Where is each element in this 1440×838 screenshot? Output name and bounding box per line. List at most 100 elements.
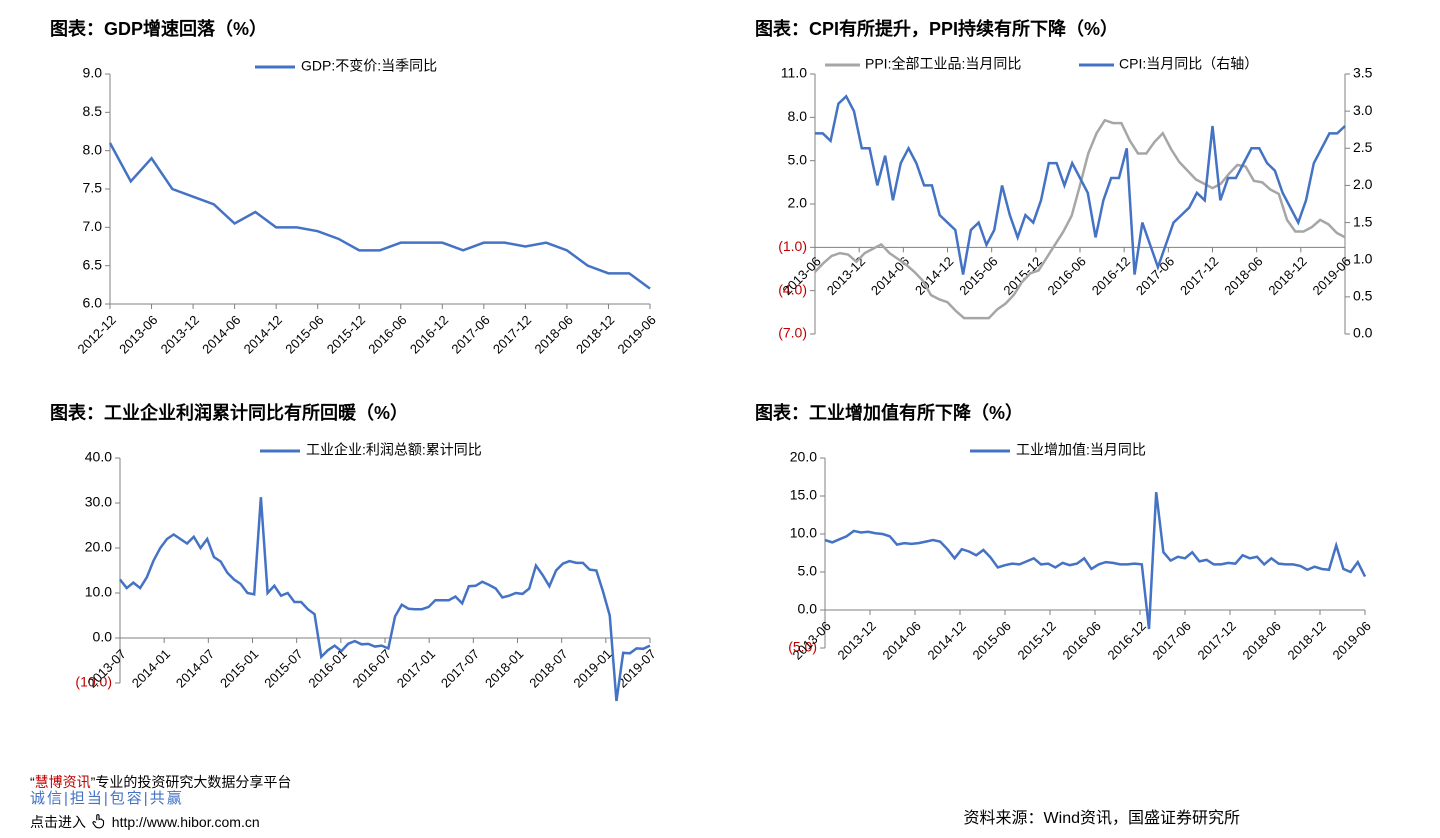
svg-text:2018-06: 2018-06 bbox=[531, 312, 575, 356]
svg-text:2016-12: 2016-12 bbox=[1089, 254, 1133, 298]
svg-text:15.0: 15.0 bbox=[790, 487, 817, 503]
svg-text:40.0: 40.0 bbox=[85, 449, 112, 465]
svg-text:2016-07: 2016-07 bbox=[350, 646, 394, 690]
svg-text:7.0: 7.0 bbox=[83, 218, 103, 234]
svg-text:10.0: 10.0 bbox=[790, 525, 817, 541]
title-profit: 图表：工业企业利润累计同比有所回暖（%） bbox=[40, 399, 695, 425]
svg-text:30.0: 30.0 bbox=[85, 494, 112, 510]
title-cpi-ppi: 图表：CPI有所提升，PPI持续有所下降（%） bbox=[745, 15, 1400, 41]
svg-text:PPI:全部工业品:当月同比: PPI:全部工业品:当月同比 bbox=[865, 56, 1021, 72]
svg-text:8.0: 8.0 bbox=[83, 141, 103, 157]
svg-text:2015-06: 2015-06 bbox=[956, 254, 1000, 298]
svg-text:5.0: 5.0 bbox=[798, 563, 818, 579]
title-gdp: 图表：GDP增速回落（%） bbox=[40, 15, 695, 41]
svg-text:2015-12: 2015-12 bbox=[1000, 254, 1044, 298]
panel-cpi-ppi: 图表：CPI有所提升，PPI持续有所下降（%） (7.0)(4.0)(1.0)2… bbox=[745, 15, 1400, 379]
title-iva: 图表：工业增加值有所下降（%） bbox=[745, 399, 1400, 425]
chart-profit: (10.0)0.010.020.030.040.02013-072014-012… bbox=[40, 433, 695, 763]
svg-text:10.0: 10.0 bbox=[85, 584, 112, 600]
svg-text:3.0: 3.0 bbox=[1353, 102, 1373, 118]
svg-text:6.0: 6.0 bbox=[83, 295, 103, 311]
panel-gdp: 图表：GDP增速回落（%） 6.0 6.5 7.0 7.5 8.0 8.5 9.0 2012-… bbox=[40, 15, 695, 379]
svg-text:2016-06: 2016-06 bbox=[365, 312, 409, 356]
svg-text:工业企业:利润总额:累计同比: 工业企业:利润总额:累计同比 bbox=[306, 442, 482, 458]
svg-text:9.0: 9.0 bbox=[83, 65, 103, 81]
svg-text:2016-06: 2016-06 bbox=[1060, 618, 1104, 662]
chart-cpi-ppi: (7.0)(4.0)(1.0)2.05.08.011.00.00.51.01.5… bbox=[745, 49, 1400, 379]
svg-text:2013-12: 2013-12 bbox=[158, 312, 202, 356]
svg-text:2019-06: 2019-06 bbox=[1330, 618, 1374, 662]
svg-text:2014-06: 2014-06 bbox=[880, 618, 924, 662]
footer-l1-red: 慧博资讯 bbox=[35, 774, 91, 790]
svg-text:2017-06: 2017-06 bbox=[448, 312, 492, 356]
svg-text:2017-06: 2017-06 bbox=[1150, 618, 1194, 662]
svg-text:2015-06: 2015-06 bbox=[970, 618, 1014, 662]
svg-text:20.0: 20.0 bbox=[790, 449, 817, 465]
svg-text:0.5: 0.5 bbox=[1353, 288, 1373, 304]
svg-text:2018-12: 2018-12 bbox=[573, 312, 617, 356]
svg-text:6.5: 6.5 bbox=[83, 256, 103, 272]
footer-l3-pre: 点击进入 bbox=[30, 814, 86, 830]
source-text: 资料来源：Wind资讯，国盛证券研究所 bbox=[964, 804, 1240, 828]
svg-text:2018-06: 2018-06 bbox=[1240, 618, 1284, 662]
svg-text:工业增加值:当月同比: 工业增加值:当月同比 bbox=[1016, 442, 1146, 458]
svg-text:2012-12: 2012-12 bbox=[75, 312, 119, 356]
svg-text:1.0: 1.0 bbox=[1353, 250, 1373, 266]
svg-text:2017-12: 2017-12 bbox=[1177, 254, 1221, 298]
svg-text:2018-12: 2018-12 bbox=[1285, 618, 1329, 662]
footer-l1-post: ”专业的投资研究大数据分享平台 bbox=[91, 774, 292, 790]
svg-text:7.5: 7.5 bbox=[83, 180, 103, 196]
svg-text:20.0: 20.0 bbox=[85, 539, 112, 555]
svg-text:8.5: 8.5 bbox=[83, 103, 103, 119]
svg-text:2014-07: 2014-07 bbox=[173, 646, 217, 690]
svg-text:2017-01: 2017-01 bbox=[394, 646, 438, 690]
svg-text:2016-01: 2016-01 bbox=[305, 646, 349, 690]
panel-iva: 图表：工业增加值有所下降（%） (5.0)0.05.010.015.020.02… bbox=[745, 399, 1400, 763]
chart-gdp: 6.0 6.5 7.0 7.5 8.0 8.5 9.0 2012-122013-062013-… bbox=[40, 49, 695, 379]
svg-text:2019-06: 2019-06 bbox=[615, 312, 659, 356]
svg-text:2016-12: 2016-12 bbox=[407, 312, 451, 356]
svg-text:2018-07: 2018-07 bbox=[526, 646, 570, 690]
svg-text:2019-06: 2019-06 bbox=[1310, 254, 1354, 298]
svg-text:2015-01: 2015-01 bbox=[217, 646, 261, 690]
svg-text:0.0: 0.0 bbox=[93, 629, 113, 645]
svg-text:0.0: 0.0 bbox=[798, 601, 818, 617]
svg-text:2014-06: 2014-06 bbox=[199, 312, 243, 356]
footer-url[interactable]: http://www.hibor.com.cn bbox=[112, 814, 260, 830]
svg-text:2015-12: 2015-12 bbox=[1015, 618, 1059, 662]
panel-profit: 图表：工业企业利润累计同比有所回暖（%） (10.0)0.010.020.030… bbox=[40, 399, 695, 763]
svg-text:2013-06: 2013-06 bbox=[116, 312, 160, 356]
svg-text:GDP:不变价:当季同比: GDP:不变价:当季同比 bbox=[301, 58, 437, 74]
svg-text:2016-06: 2016-06 bbox=[1045, 254, 1089, 298]
svg-text:2019-01: 2019-01 bbox=[570, 646, 614, 690]
svg-text:8.0: 8.0 bbox=[788, 108, 808, 124]
svg-text:CPI:当月同比（右轴）: CPI:当月同比（右轴） bbox=[1119, 56, 1258, 72]
svg-text:2017-07: 2017-07 bbox=[438, 646, 482, 690]
svg-text:2016-12: 2016-12 bbox=[1105, 618, 1149, 662]
svg-text:2015-07: 2015-07 bbox=[261, 646, 305, 690]
svg-text:2.0: 2.0 bbox=[1353, 176, 1373, 192]
svg-text:0.0: 0.0 bbox=[1353, 325, 1373, 341]
svg-text:2017-12: 2017-12 bbox=[1195, 618, 1239, 662]
footer-watermark: “慧博资讯”专业的投资研究大数据分享平台 诚信|担当|包容|共赢 点击进入 ht… bbox=[30, 773, 291, 833]
svg-text:2013-12: 2013-12 bbox=[824, 254, 868, 298]
svg-text:1.5: 1.5 bbox=[1353, 213, 1373, 229]
svg-text:2014-12: 2014-12 bbox=[925, 618, 969, 662]
svg-text:11.0: 11.0 bbox=[781, 65, 807, 81]
chart-grid: 图表：GDP增速回落（%） 6.0 6.5 7.0 7.5 8.0 8.5 9.0 2012-… bbox=[40, 15, 1400, 763]
svg-text:2018-12: 2018-12 bbox=[1265, 254, 1309, 298]
svg-text:5.0: 5.0 bbox=[788, 151, 808, 167]
svg-text:3.5: 3.5 bbox=[1353, 65, 1373, 81]
svg-text:2015-06: 2015-06 bbox=[282, 312, 326, 356]
hand-pointer-icon bbox=[90, 812, 108, 830]
footer-line3[interactable]: 点击进入 http://www.hibor.com.cn bbox=[30, 809, 291, 833]
svg-text:2013-12: 2013-12 bbox=[835, 618, 879, 662]
svg-text:2.0: 2.0 bbox=[788, 195, 808, 211]
svg-text:2.5: 2.5 bbox=[1353, 139, 1373, 155]
svg-text:(1.0): (1.0) bbox=[778, 238, 807, 254]
svg-text:2014-12: 2014-12 bbox=[241, 312, 285, 356]
svg-text:2015-12: 2015-12 bbox=[324, 312, 368, 356]
svg-text:2018-06: 2018-06 bbox=[1221, 254, 1265, 298]
chart-iva: (5.0)0.05.010.015.020.02013-062013-12201… bbox=[745, 433, 1400, 763]
svg-text:2014-01: 2014-01 bbox=[129, 646, 173, 690]
